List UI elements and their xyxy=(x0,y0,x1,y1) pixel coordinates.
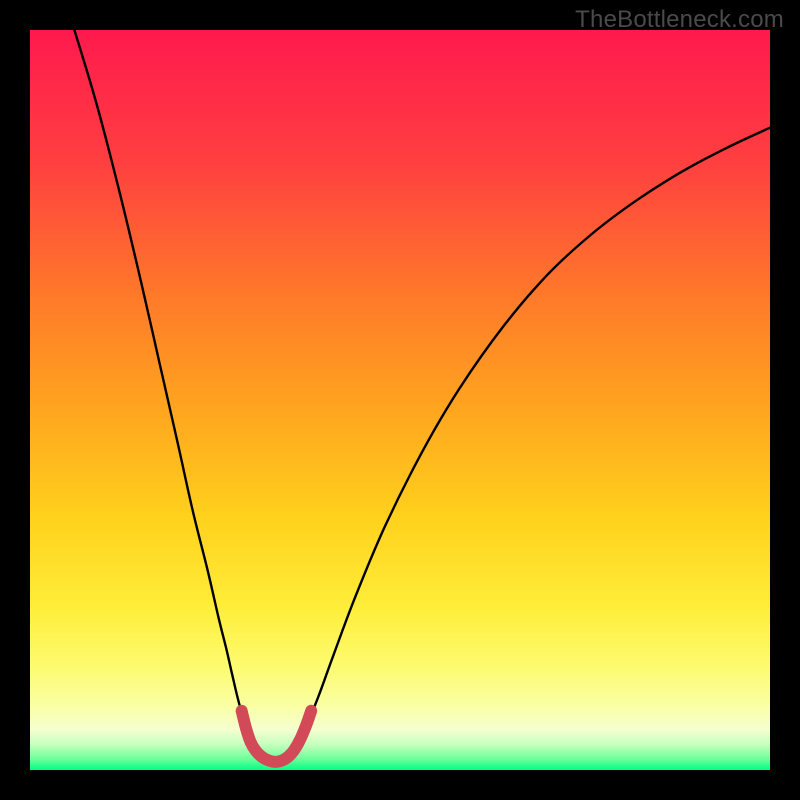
chart-outer: TheBottleneck.com xyxy=(0,0,800,800)
curve-bottom-highlight xyxy=(242,711,312,762)
plot-area xyxy=(30,30,770,770)
curves-svg xyxy=(30,30,770,770)
bottleneck-curve xyxy=(74,30,770,763)
